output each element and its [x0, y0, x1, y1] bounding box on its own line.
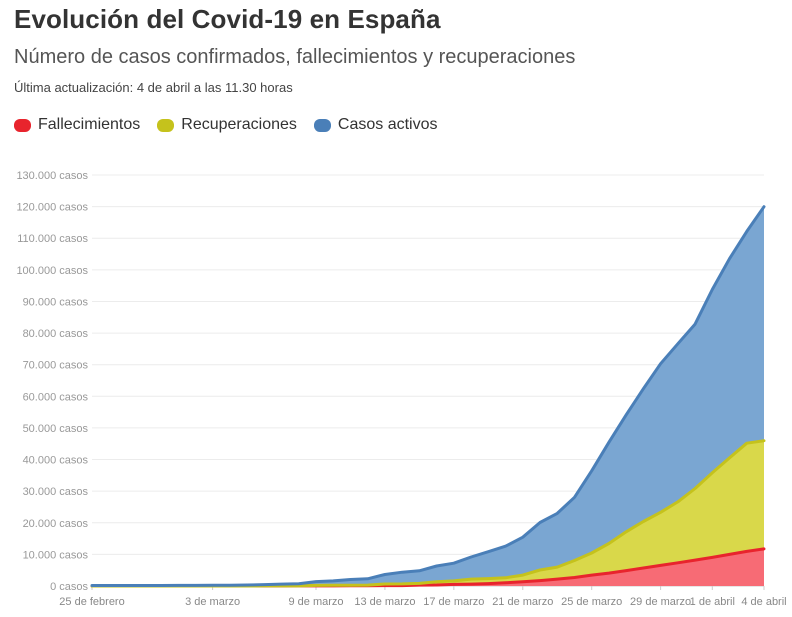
chart-title: Evolución del Covid-19 en España [14, 4, 441, 34]
y-tick-label: 120.000 casos [16, 202, 88, 214]
y-tick-label: 90.000 casos [23, 296, 89, 308]
x-tick-label: 4 de abril [741, 596, 786, 608]
legend-swatch-fallecimientos [14, 118, 31, 132]
y-tick-label: 60.000 casos [23, 391, 89, 403]
area-casos-activos [92, 206, 764, 586]
x-tick-label: 1 de abril [690, 596, 735, 608]
legend-label-recuperaciones: Recuperaciones [181, 116, 297, 133]
legend-item-casos-activos[interactable]: Casos activos [313, 116, 438, 134]
x-tick-label: 25 de febrero [59, 596, 124, 608]
y-tick-label: 10.000 casos [23, 549, 89, 561]
y-tick-label: 0 casos [50, 581, 88, 593]
x-tick-label: 13 de marzo [354, 596, 415, 608]
y-tick-label: 110.000 casos [17, 233, 88, 245]
legend-label-fallecimientos: Fallecimientos [38, 116, 141, 133]
x-tick-label: 21 de marzo [492, 596, 553, 608]
legend-item-fallecimientos[interactable]: Fallecimientos [14, 116, 140, 134]
x-tick-label: 25 de marzo [561, 596, 622, 608]
last-updated-text: Última actualización: 4 de abril a las 1… [14, 80, 293, 95]
legend-item-recuperaciones[interactable]: Recuperaciones [157, 116, 297, 134]
y-tick-label: 130.000 casos [16, 170, 88, 182]
y-tick-label: 80.000 casos [23, 328, 89, 340]
chart-legend: Fallecimientos Recuperaciones Casos acti… [14, 116, 454, 134]
y-tick-label: 20.000 casos [23, 518, 89, 530]
legend-label-casos-activos: Casos activos [337, 116, 438, 133]
legend-swatch-recuperaciones [157, 118, 175, 132]
line-casos-activos [90, 205, 766, 587]
y-tick-label: 30.000 casos [23, 486, 89, 498]
y-tick-label: 100.000 casos [16, 265, 88, 277]
x-tick-label: 3 de marzo [185, 596, 240, 608]
x-tick-label: 17 de marzo [423, 596, 484, 608]
area-fallecimientos [92, 548, 764, 586]
x-tick-label: 9 de marzo [288, 596, 343, 608]
y-tick-label: 50.000 casos [23, 423, 89, 435]
x-tick-label: 29 de marzo [630, 596, 691, 608]
legend-swatch-casos-activos [313, 118, 331, 132]
y-tick-label: 40.000 casos [23, 455, 89, 467]
y-tick-label: 70.000 casos [23, 360, 89, 372]
chart-subtitle: Número de casos confirmados, fallecimien… [14, 46, 576, 68]
